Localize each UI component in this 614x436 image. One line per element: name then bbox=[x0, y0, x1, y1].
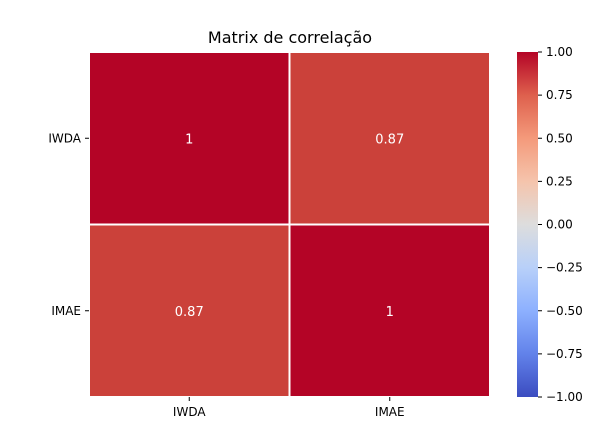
heatmap-cell bbox=[88, 223, 291, 398]
colorbar-ticks: 1.00 0.75 0.50 0.25 0.00 −0.25 −0.50 −0.75 −1.00 bbox=[538, 45, 583, 404]
y-tick-label: IWDA bbox=[48, 131, 81, 145]
colorbar: 1.00 0.75 0.50 0.25 0.00 −0.25 −0.50 −0.75 −1.00 bbox=[517, 45, 583, 404]
colorbar-tick-label: −0.50 bbox=[546, 304, 583, 318]
x-axis: IWDA IMAE bbox=[173, 397, 405, 419]
y-axis: IWDA IMAE bbox=[48, 131, 89, 318]
colorbar-tick-label: 0.25 bbox=[546, 174, 573, 188]
colorbar-gradient bbox=[517, 52, 538, 397]
y-tick-label: IMAE bbox=[51, 304, 81, 318]
chart-title: Matrix de correlação bbox=[208, 28, 372, 47]
colorbar-tick-label: −1.00 bbox=[546, 390, 583, 404]
heatmap-cell-labels: 1 0.87 0.87 1 bbox=[175, 132, 404, 320]
heatmap-cell bbox=[288, 51, 491, 226]
heatmap-cell bbox=[288, 223, 491, 398]
x-tick-label: IWDA bbox=[173, 405, 206, 419]
colorbar-tick-label: −0.75 bbox=[546, 347, 583, 361]
cell-value-label: 0.87 bbox=[375, 132, 404, 147]
cell-value-label: 0.87 bbox=[175, 305, 204, 320]
colorbar-tick-label: −0.25 bbox=[546, 261, 583, 275]
colorbar-tick-label: 0.00 bbox=[546, 218, 573, 232]
colorbar-tick-label: 1.00 bbox=[546, 45, 573, 59]
colorbar-tick-label: 0.50 bbox=[546, 131, 573, 145]
heatmap-cell bbox=[88, 51, 291, 226]
cell-value-label: 1 bbox=[386, 305, 394, 320]
cell-value-label: 1 bbox=[185, 132, 193, 147]
heatmap-cells bbox=[88, 51, 491, 398]
colorbar-tick-label: 0.75 bbox=[546, 88, 573, 102]
x-tick-label: IMAE bbox=[375, 405, 405, 419]
